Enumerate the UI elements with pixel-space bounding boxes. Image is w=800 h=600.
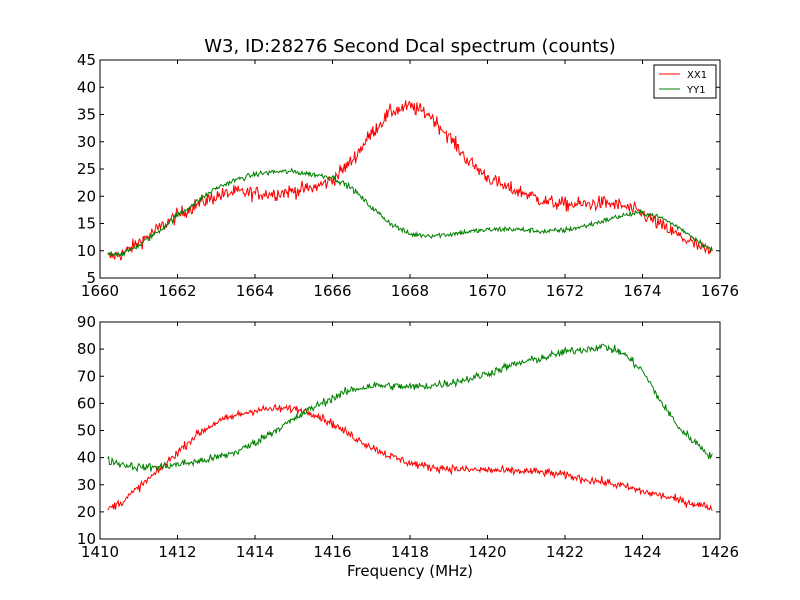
y-tick-label: 30 [77,476,96,494]
y-tick-label: 80 [77,340,96,358]
x-tick-label: 1668 [391,282,429,300]
y-tick-label: 60 [77,394,96,412]
series-line-green [107,343,713,473]
y-tick-label: 50 [77,422,96,440]
legend-box [653,64,717,99]
panel-2: 1410 1412 1414 1416 1418 1420 1422 1424 1426 10 20… [77,313,739,580]
panels: 1660 1662 1664 1666 1668 1670 1672 1674 16765101… [77,51,739,580]
x-tick-label: 1662 [158,282,196,300]
y-tick-label: 20 [77,503,96,521]
y-tick-label: 25 [77,160,96,178]
x-tick-label: 1412 [158,543,196,561]
x-tick-label: 1426 [701,543,739,561]
x-tick-label: 1422 [546,543,584,561]
x-tick-label: 1670 [468,282,506,300]
y-tick-label: 5 [86,269,96,287]
x-tick-label: 1660 [81,282,119,300]
y-tick-label: 35 [77,106,96,124]
y-tick-label: 90 [77,313,96,331]
x-axis-label: Frequency (MHz) [347,562,473,580]
y-tick-label: 40 [77,78,96,96]
x-tick-label: 1664 [236,282,274,300]
series-line-xx1 [107,100,713,262]
x-tick-label: 1418 [391,543,429,561]
legend-label: YY1 [686,85,706,96]
series-line-red [107,403,713,511]
legend-label: XX1 [687,70,707,81]
x-tick-label: 1674 [623,282,661,300]
y-tick-label: 15 [77,215,96,233]
chart-title: W3, ID:28276 Second Dcal spectrum (count… [204,36,616,57]
series-line-yy1 [107,167,713,258]
y-tick-label: 10 [77,530,96,548]
x-tick-label: 1676 [701,282,739,300]
y-tick-label: 30 [77,133,96,151]
x-tick-label: 1414 [236,543,274,561]
x-tick-label: 1410 [81,543,119,561]
x-tick-label: 1672 [546,282,584,300]
x-tick-label: 1424 [623,543,661,561]
y-tick-label: 40 [77,449,96,467]
y-tick-label: 20 [77,187,96,205]
panel-1: 1660 1662 1664 1666 1668 1670 1672 1674 1676 5 10 1… [77,51,739,300]
y-tick-label: 70 [77,367,96,385]
x-tick-label: 1416 [313,543,351,561]
x-tick-label: 1420 [468,543,506,561]
x-tick-label: 1666 [313,282,351,300]
y-tick-label: 10 [77,242,96,260]
y-tick-label: 45 [77,51,96,69]
